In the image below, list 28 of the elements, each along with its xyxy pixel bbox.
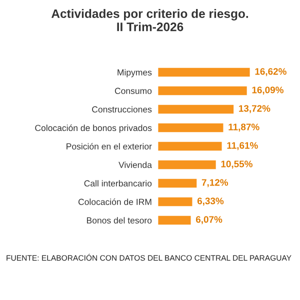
bar xyxy=(158,158,218,171)
y-tick-label: Colocación de bonos privados xyxy=(35,124,152,133)
data-label: 7,12% xyxy=(202,179,228,188)
bar xyxy=(158,122,225,134)
y-tick-label: Construcciones xyxy=(92,106,152,113)
y-tick-label: Mipymes xyxy=(118,69,152,78)
y-tick-label: Bonos del tesoro xyxy=(87,217,152,224)
data-label: 6,33% xyxy=(197,198,224,206)
data-label: 6,07% xyxy=(196,216,222,224)
bar xyxy=(158,103,235,116)
bar xyxy=(158,177,198,190)
bar xyxy=(158,66,250,78)
data-label: 16,62% xyxy=(255,68,286,76)
y-tick-label: Colocación de IRM xyxy=(78,198,152,206)
data-label: 11,87% xyxy=(228,124,260,132)
chart-title: Actividades por criterio de riesgo. II Trim-2026 xyxy=(51,9,248,32)
bar xyxy=(158,84,248,97)
bar xyxy=(158,140,224,152)
data-label: 16,09% xyxy=(252,86,284,95)
data-label: 11,61% xyxy=(227,142,258,150)
y-tick-label: Call interbancario xyxy=(84,180,152,187)
data-label: 13,72% xyxy=(239,105,270,114)
bar xyxy=(158,214,192,226)
data-label: 10,55% xyxy=(221,160,252,169)
bar xyxy=(158,196,194,208)
y-tick-label: Posición en el exterior xyxy=(66,142,152,150)
y-tick-label: Vivienda xyxy=(118,162,152,168)
y-tick-label: Consumo xyxy=(114,88,152,94)
